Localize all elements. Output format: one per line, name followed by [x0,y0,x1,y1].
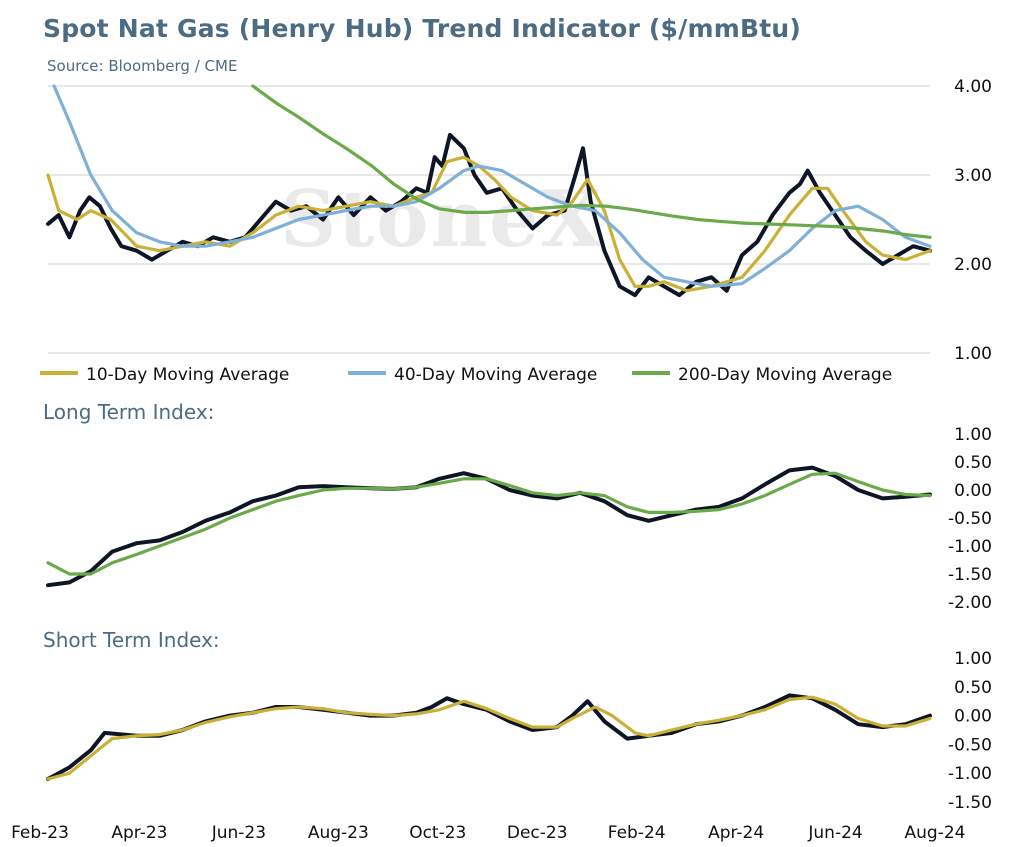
legend-label-ma40: 40-Day Moving Average [394,365,597,385]
short-term-index-label: Short Term Index: [43,628,220,652]
x-tick-label: Dec-23 [507,823,568,843]
ma200-line-panel-1 [251,84,932,239]
x-tick-label: Oct-23 [409,823,466,843]
y-tick-label: -1.50 [948,565,992,585]
y-tick-label: 1.00 [954,649,992,669]
y-tick-label: 0.00 [954,707,992,727]
price-line-panel-3 [46,693,932,781]
x-tick-label: Aug-24 [905,823,966,843]
page-title: Spot Nat Gas (Henry Hub) Trend Indicator… [43,14,802,43]
y-tick-label: 1.00 [954,344,992,364]
y-tick-label: 2.00 [954,255,992,275]
ma10-line-panel-3 [46,695,932,781]
y-tick-label: 4.00 [954,77,992,97]
y-tick-label: 1.00 [954,425,992,445]
legend-label-ma10: 10-Day Moving Average [86,365,289,385]
x-tick-label: Jun-24 [807,823,862,843]
y-tick-label: -2.00 [948,593,992,613]
x-tick-label: Apr-24 [708,823,764,843]
price-line-panel-2 [46,465,932,588]
x-tick-label: Feb-24 [608,823,666,843]
long-term-index-label: Long Term Index: [43,400,215,424]
ma40-line-panel-1 [52,84,932,288]
y-tick-label: 0.50 [954,453,992,473]
y-tick-label: 3.00 [954,166,992,186]
y-tick-label: 0.50 [954,678,992,698]
x-tick-label: Feb-23 [11,823,69,843]
y-tick-label: -1.00 [948,764,992,784]
legend-label-ma200: 200-Day Moving Average [678,365,892,385]
y-tick-label: -1.00 [948,537,992,557]
y-tick-label: -0.50 [948,509,992,529]
y-tick-label: 0.00 [954,481,992,501]
source-note: Source: Bloomberg / CME [47,57,238,75]
x-tick-label: Aug-23 [308,823,369,843]
x-tick-label: Apr-23 [111,823,167,843]
y-tick-label: -0.50 [948,735,992,755]
y-tick-label: -1.50 [948,793,992,813]
x-tick-label: Jun-23 [211,823,266,843]
ma200-line-panel-2 [46,471,932,576]
